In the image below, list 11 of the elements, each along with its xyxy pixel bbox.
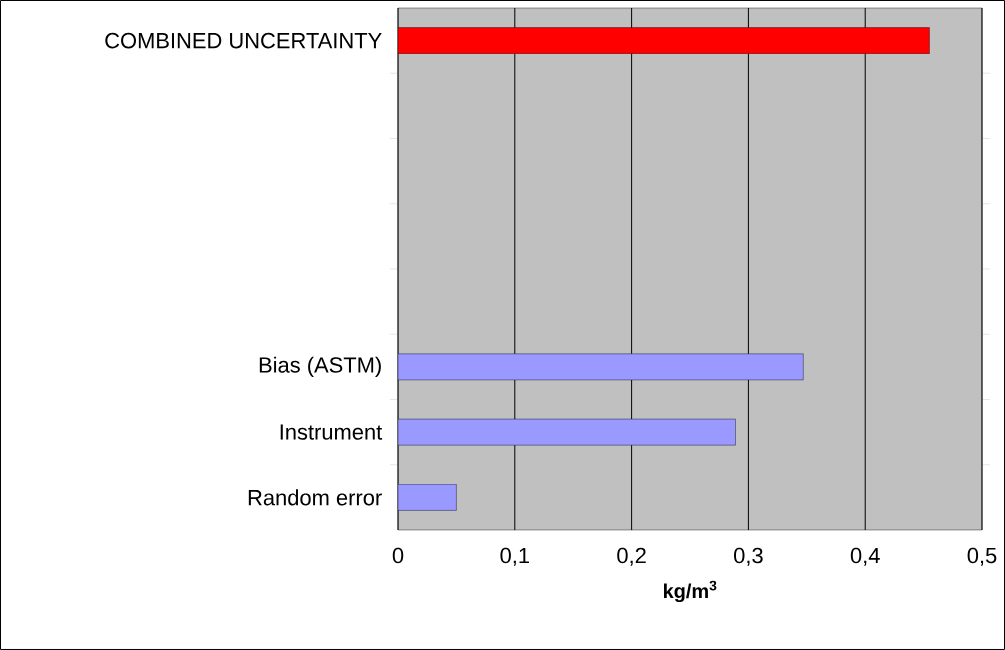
x-tick-label: 0,1: [500, 547, 529, 566]
y-tick-label: COMBINED UNCERTAINTY: [105, 32, 382, 49]
x-tick-label: 0,2: [617, 547, 646, 566]
x-tick-label: 0,3: [734, 547, 763, 566]
y-tick-label: Random error: [248, 489, 382, 506]
x-axis-title: kg/m$^{3}$: [664, 580, 717, 603]
x-tick-label: 0,5: [967, 547, 997, 566]
y-tick-label: Instrument: [280, 424, 383, 440]
y-tick-label: Bias (ASTM): [259, 356, 381, 378]
x-tick-label: 0,4: [850, 547, 880, 566]
x-tick-label: 0: [392, 547, 404, 564]
